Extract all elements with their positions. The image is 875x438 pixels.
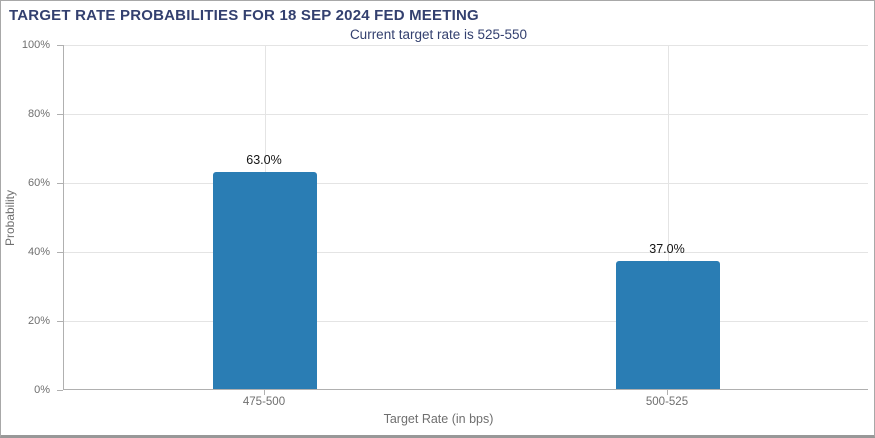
y-tick-mark: [57, 114, 63, 115]
y-tick-mark: [57, 390, 63, 391]
bar-500-525[interactable]: [616, 261, 720, 389]
h-gridline: [64, 114, 868, 115]
chart-subtitle: Current target rate is 525-550: [349, 27, 528, 42]
h-gridline: [64, 45, 868, 46]
x-tick-label: 475-500: [242, 396, 286, 408]
y-axis-title: Probability: [3, 189, 17, 247]
plot-area: [63, 45, 868, 390]
v-gridline: [668, 45, 669, 389]
y-tick-mark: [57, 183, 63, 184]
bar-475-500[interactable]: [213, 172, 317, 389]
y-tick-mark: [57, 252, 63, 253]
x-tick-label: 500-525: [645, 396, 689, 408]
bar-value-label: 63.0%: [246, 153, 282, 167]
y-tick-label: 40%: [27, 246, 50, 258]
chart-title: TARGET RATE PROBABILITIES FOR 18 SEP 202…: [9, 7, 479, 24]
h-gridline: [64, 321, 868, 322]
x-tick-mark: [264, 390, 265, 395]
y-tick-label: 60%: [27, 177, 50, 189]
bar-value-label: 37.0%: [649, 242, 685, 256]
h-gridline: [64, 252, 868, 253]
x-axis-title: Target Rate (in bps): [383, 412, 494, 426]
y-tick-label: 0%: [34, 384, 50, 396]
y-tick-label: 20%: [27, 315, 50, 327]
y-tick-mark: [57, 321, 63, 322]
y-tick-mark: [57, 45, 63, 46]
h-gridline: [64, 183, 868, 184]
x-tick-mark: [667, 390, 668, 395]
y-tick-label: 80%: [27, 108, 50, 120]
y-tick-label: 100%: [21, 39, 50, 51]
